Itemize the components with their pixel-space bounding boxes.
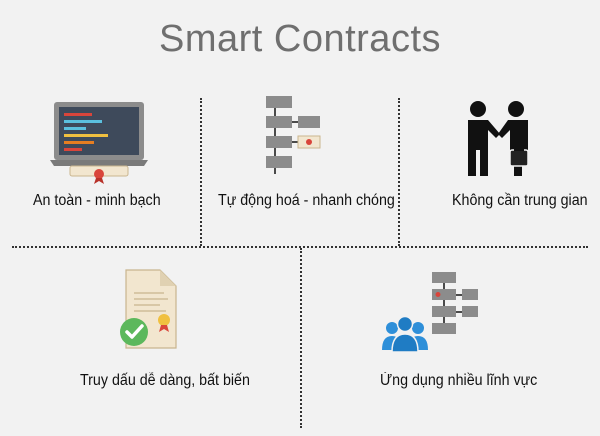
feature-label: Ứng dụng nhiều lĩnh vực	[380, 372, 538, 389]
page-title: Smart Contracts	[158, 18, 442, 60]
feature-label: Không cần trung gian	[452, 192, 588, 209]
verified-document-icon	[120, 269, 177, 349]
laptop-code-certificate-icon	[50, 102, 148, 184]
divider-vertical-1	[200, 98, 202, 246]
handshake-icon	[468, 101, 529, 176]
divider-horizontal	[12, 246, 588, 248]
feature-label: Tự động hoá - nhanh chóng	[218, 192, 395, 209]
flowchart-icon	[266, 96, 321, 174]
feature-label: Truy dấu dễ dàng, bất biến	[80, 372, 250, 389]
divider-vertical-2	[398, 98, 400, 246]
feature-label: An toàn - minh bạch	[33, 192, 161, 209]
users-flowchart-icon	[382, 272, 478, 353]
divider-vertical-3	[300, 248, 302, 428]
